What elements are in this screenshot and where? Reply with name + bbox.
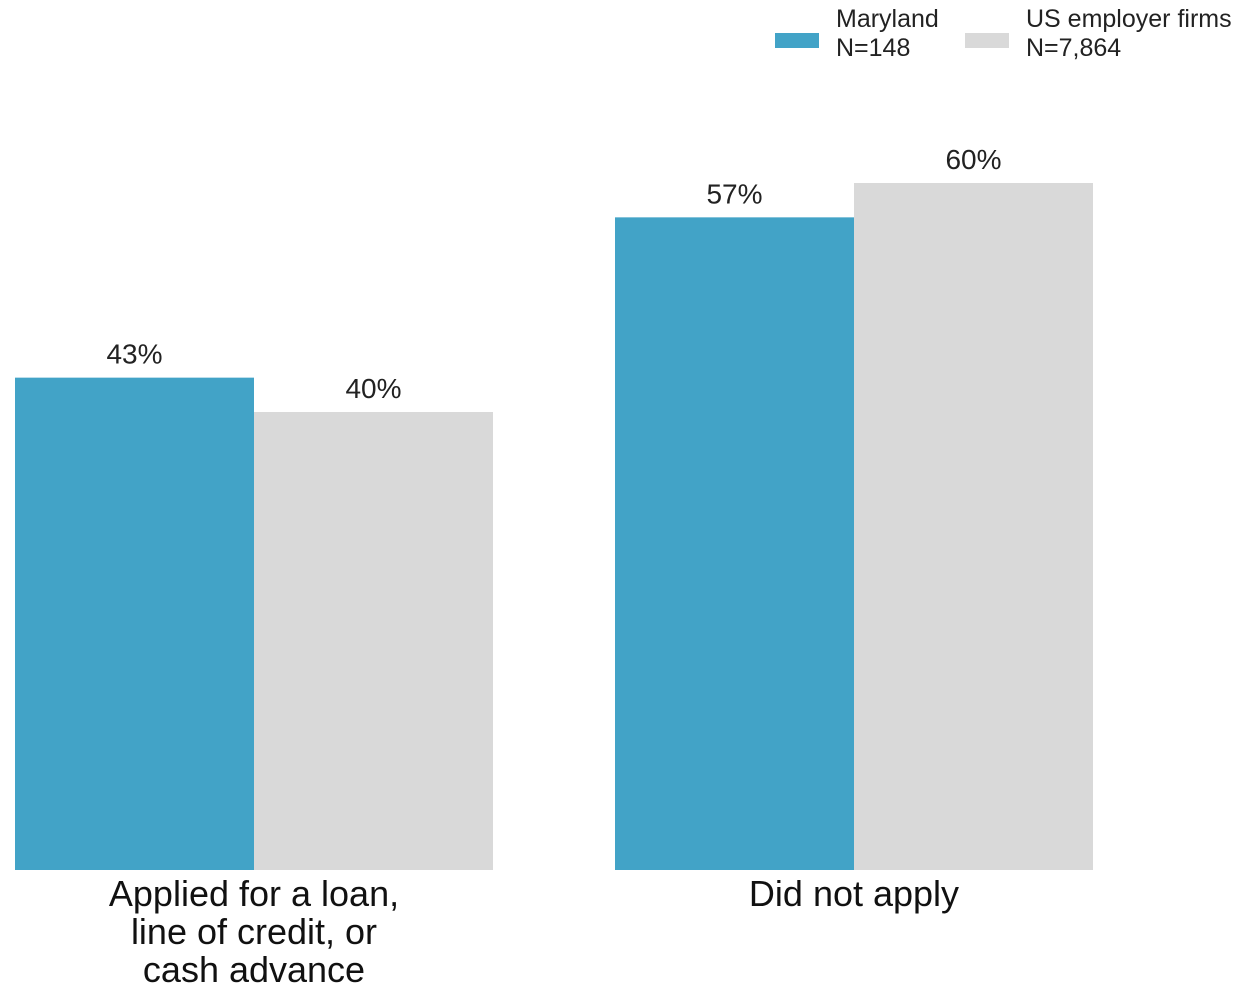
value-label: 43% <box>106 339 162 370</box>
value-labels-group: 43% 40% 57% 60% <box>106 144 1001 404</box>
legend-swatch-maryland <box>775 33 819 48</box>
legend-label: Maryland <box>836 5 939 33</box>
legend-swatch-us-employer-firms <box>965 33 1009 48</box>
category-label: line of credit, or <box>131 911 377 952</box>
category-labels-group: Applied for a loan,line of credit, orcas… <box>109 873 959 990</box>
legend-label: N=7,864 <box>1026 34 1121 62</box>
legend-label: US employer firms <box>1026 5 1232 33</box>
category-label: cash advance <box>143 949 365 990</box>
bar-us-employer-firms-1 <box>854 183 1093 870</box>
value-label: 57% <box>706 178 762 209</box>
category-label: Did not apply <box>749 873 959 914</box>
bars-group <box>15 183 1093 871</box>
value-label: 60% <box>945 144 1001 175</box>
legend-label: N=148 <box>836 34 910 62</box>
bar-maryland-0 <box>15 377 254 870</box>
value-label: 40% <box>345 373 401 404</box>
bar-us-employer-firms-0 <box>254 412 493 870</box>
bar-maryland-1 <box>615 217 854 871</box>
category-label: Applied for a loan, <box>109 873 399 914</box>
